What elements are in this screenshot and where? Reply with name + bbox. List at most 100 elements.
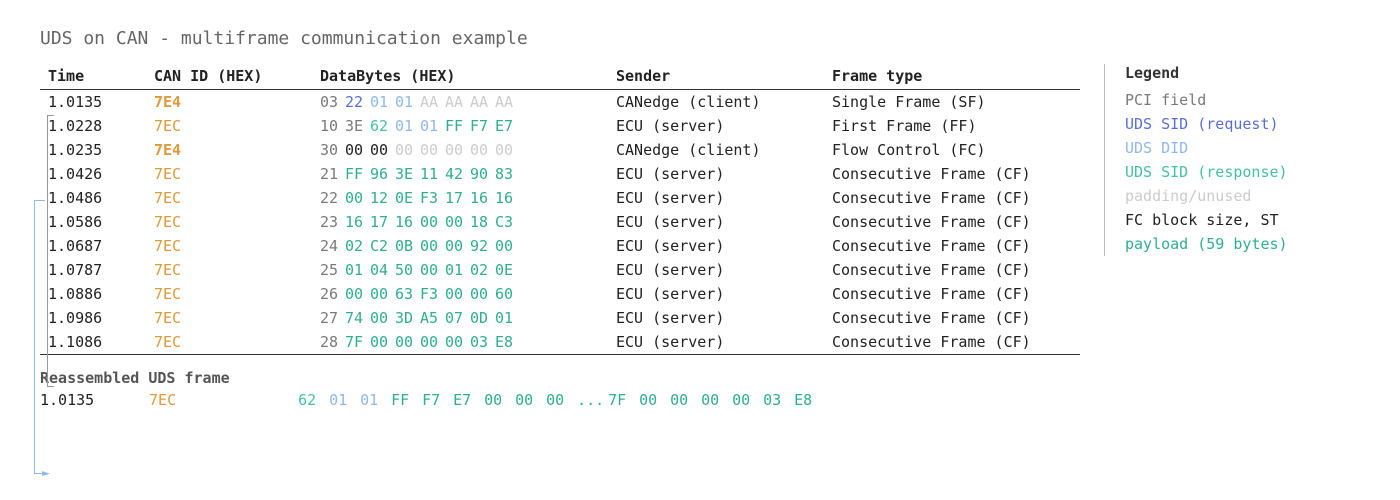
legend-item: padding/unused xyxy=(1125,184,1288,208)
byte: 0E xyxy=(495,261,520,279)
byte: 3E xyxy=(395,165,420,183)
cell-time: 1.0228 xyxy=(40,114,146,138)
byte: 03 xyxy=(320,93,345,111)
byte: F7 xyxy=(422,391,447,409)
table-row: 1.10867EC287F0000000003E8ECU (server)Con… xyxy=(40,330,1080,355)
byte: 00 xyxy=(495,141,520,159)
table-row: 1.04267EC21FF963E11429083ECU (server)Con… xyxy=(40,162,1080,186)
byte: ... xyxy=(577,391,602,409)
byte: 24 xyxy=(320,237,345,255)
table-row: 1.07877EC250104500001020EECU (server)Con… xyxy=(40,258,1080,282)
byte: 00 xyxy=(420,213,445,231)
cell-can-id: 7EC xyxy=(146,234,312,258)
reassembled-line: 1.0135 7EC 620101FFF7E7000000...7F000000… xyxy=(40,391,1080,409)
cell-bytes: 26000063F3000060 xyxy=(312,282,608,306)
reassembled-time: 1.0135 xyxy=(40,391,140,409)
cell-bytes: 2200120EF3171616 xyxy=(312,186,608,210)
byte: 0B xyxy=(395,237,420,255)
legend-title: Legend xyxy=(1125,64,1288,82)
cell-frame-type: Consecutive Frame (CF) xyxy=(824,258,1080,282)
byte: 00 xyxy=(445,285,470,303)
cell-sender: ECU (server) xyxy=(608,186,824,210)
byte: 00 xyxy=(420,333,445,351)
table-row: 1.06877EC2402C20B00009200ECU (server)Con… xyxy=(40,234,1080,258)
cell-time: 1.0886 xyxy=(40,282,146,306)
cell-bytes: 2774003DA5070D01 xyxy=(312,306,608,330)
cell-sender: ECU (server) xyxy=(608,258,824,282)
byte: 00 xyxy=(639,391,664,409)
byte: 00 xyxy=(345,141,370,159)
byte: A5 xyxy=(420,309,445,327)
byte: 7F xyxy=(345,333,370,351)
arrow-right-icon: ► xyxy=(42,466,50,481)
cell-frame-type: Consecutive Frame (CF) xyxy=(824,162,1080,186)
byte: 96 xyxy=(370,165,395,183)
cell-sender: CANedge (client) xyxy=(608,138,824,162)
main-panel: UDS on CAN - multiframe communication ex… xyxy=(40,28,1080,409)
byte: 01 xyxy=(445,261,470,279)
cell-frame-type: Consecutive Frame (CF) xyxy=(824,282,1080,306)
byte: 26 xyxy=(320,285,345,303)
bracket-multi-frames xyxy=(47,115,54,387)
byte: 28 xyxy=(320,333,345,351)
cell-frame-type: Consecutive Frame (CF) xyxy=(824,330,1080,355)
byte: 02 xyxy=(470,261,495,279)
byte: FF xyxy=(391,391,416,409)
reassembled-header: Reassembled UDS frame xyxy=(40,369,1080,387)
cell-frame-type: Single Frame (SF) xyxy=(824,90,1080,115)
byte: 18 xyxy=(470,213,495,231)
byte: 3E xyxy=(345,117,370,135)
byte: 00 xyxy=(395,333,420,351)
byte: 01 xyxy=(395,117,420,135)
page-title: UDS on CAN - multiframe communication ex… xyxy=(40,28,1080,49)
cell-bytes: 3000000000000000 xyxy=(312,138,608,162)
byte: 07 xyxy=(445,309,470,327)
byte: 0E xyxy=(395,189,420,207)
byte: AA xyxy=(495,93,520,111)
byte: 03 xyxy=(763,391,788,409)
cell-time: 1.0486 xyxy=(40,186,146,210)
byte: 17 xyxy=(445,189,470,207)
byte: 00 xyxy=(345,285,370,303)
byte: 83 xyxy=(495,165,520,183)
byte: FF xyxy=(445,117,470,135)
byte: 00 xyxy=(420,261,445,279)
byte: 00 xyxy=(445,213,470,231)
byte: 00 xyxy=(470,141,495,159)
byte: 22 xyxy=(345,93,370,111)
cell-time: 1.0787 xyxy=(40,258,146,282)
cell-time: 1.0986 xyxy=(40,306,146,330)
byte: AA xyxy=(420,93,445,111)
cell-sender: CANedge (client) xyxy=(608,90,824,115)
table-row: 1.04867EC2200120EF3171616ECU (server)Con… xyxy=(40,186,1080,210)
cell-can-id: 7EC xyxy=(146,282,312,306)
col-frame: Frame type xyxy=(824,63,1080,90)
table-row: 1.05867EC23161716000018C3ECU (server)Con… xyxy=(40,210,1080,234)
byte: 04 xyxy=(370,261,395,279)
col-time: Time xyxy=(40,63,146,90)
byte: 25 xyxy=(320,261,345,279)
cell-time: 1.0426 xyxy=(40,162,146,186)
cell-bytes: 103E620101FFF7E7 xyxy=(312,114,608,138)
cell-sender: ECU (server) xyxy=(608,234,824,258)
byte: 01 xyxy=(345,261,370,279)
cell-can-id: 7EC xyxy=(146,210,312,234)
legend-item: UDS SID (request) xyxy=(1125,112,1288,136)
cell-bytes: 23161716000018C3 xyxy=(312,210,608,234)
byte: F7 xyxy=(470,117,495,135)
byte: 50 xyxy=(395,261,420,279)
cell-can-id: 7EC xyxy=(146,186,312,210)
byte: 00 xyxy=(470,285,495,303)
byte: 74 xyxy=(345,309,370,327)
byte: 01 xyxy=(370,93,395,111)
byte: 22 xyxy=(320,189,345,207)
byte: E8 xyxy=(794,391,819,409)
byte: 00 xyxy=(732,391,757,409)
byte: 00 xyxy=(484,391,509,409)
cell-time: 1.0135 xyxy=(40,90,146,115)
byte: 00 xyxy=(445,141,470,159)
table-row: 1.01357E403220101AAAAAAAACANedge (client… xyxy=(40,90,1080,115)
col-sender: Sender xyxy=(608,63,824,90)
byte: 23 xyxy=(320,213,345,231)
byte: 00 xyxy=(701,391,726,409)
